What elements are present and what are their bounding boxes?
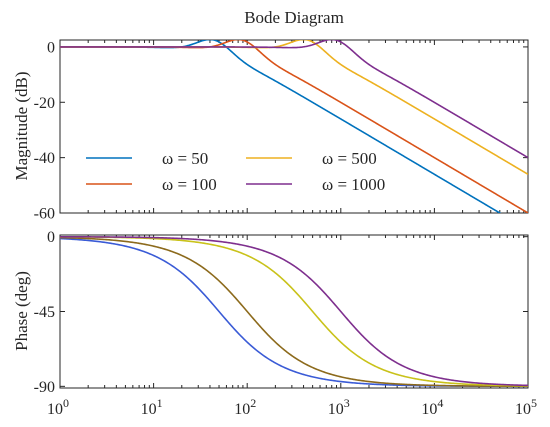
magnitude-y-tick-label: -40	[34, 150, 55, 167]
phase-line-omega-1000	[60, 235, 528, 387]
phase-y-axis-label: Phase (deg)	[12, 271, 31, 351]
magnitude-line-omega-500	[60, 40, 528, 175]
magnitude-plot-frame	[59, 39, 529, 214]
phase-line-omega-100	[60, 236, 528, 388]
legend-label-omega-100: ω = 100	[162, 175, 217, 194]
magnitude-line-omega-100	[60, 40, 528, 213]
magnitude-line-omega-50	[60, 40, 502, 213]
chart-title: Bode Diagram	[244, 8, 344, 27]
magnitude-y-tick-label: 0	[47, 39, 55, 56]
magnitude-panel: 0-20-40-60 Magnitude (dB) ω = 50ω = 100ω…	[12, 39, 529, 223]
magnitude-y-ticks: 0 -20 -40 -60	[34, 39, 528, 223]
phase-y-tick-label: -45	[34, 304, 55, 321]
x-tick-label: 102	[234, 396, 256, 418]
x-tick-label: 101	[141, 396, 163, 418]
x-tick-labels: 100 101 102 103 104 105	[47, 396, 537, 418]
phase-y-tick-label: 0	[47, 229, 55, 246]
legend-label-omega-500: ω = 500	[322, 149, 377, 168]
phase-y-tick-label: -90	[34, 379, 55, 396]
magnitude-curves	[60, 40, 528, 213]
phase-panel: 0 -45 -90 Phase (deg) 100 101 102 103 104 105	[12, 229, 537, 418]
phase-y-ticks: 0 -45 -90	[34, 229, 528, 396]
legend-label-omega-1000: ω = 1000	[322, 175, 385, 194]
phase-x-ticks	[59, 235, 529, 388]
phase-plot-frame	[59, 234, 529, 389]
x-tick-label: 104	[421, 396, 443, 418]
legend-label-omega-50: ω = 50	[162, 149, 208, 168]
magnitude-line-omega-1000	[60, 40, 528, 159]
x-tick-label: 103	[328, 396, 350, 418]
x-tick-label: 105	[515, 396, 537, 418]
x-tick-label: 100	[47, 396, 69, 418]
magnitude-x-ticks	[59, 40, 529, 213]
phase-curves	[60, 235, 528, 388]
magnitude-y-tick-label: -20	[34, 95, 55, 112]
magnitude-y-tick-label: -60	[34, 206, 55, 223]
phase-line-omega-500	[60, 236, 528, 387]
legend: ω = 50 ω = 100 ω = 500 ω = 1000	[86, 149, 385, 194]
magnitude-y-axis-label: Magnitude (dB)	[12, 71, 31, 180]
phase-line-omega-50	[60, 237, 528, 388]
